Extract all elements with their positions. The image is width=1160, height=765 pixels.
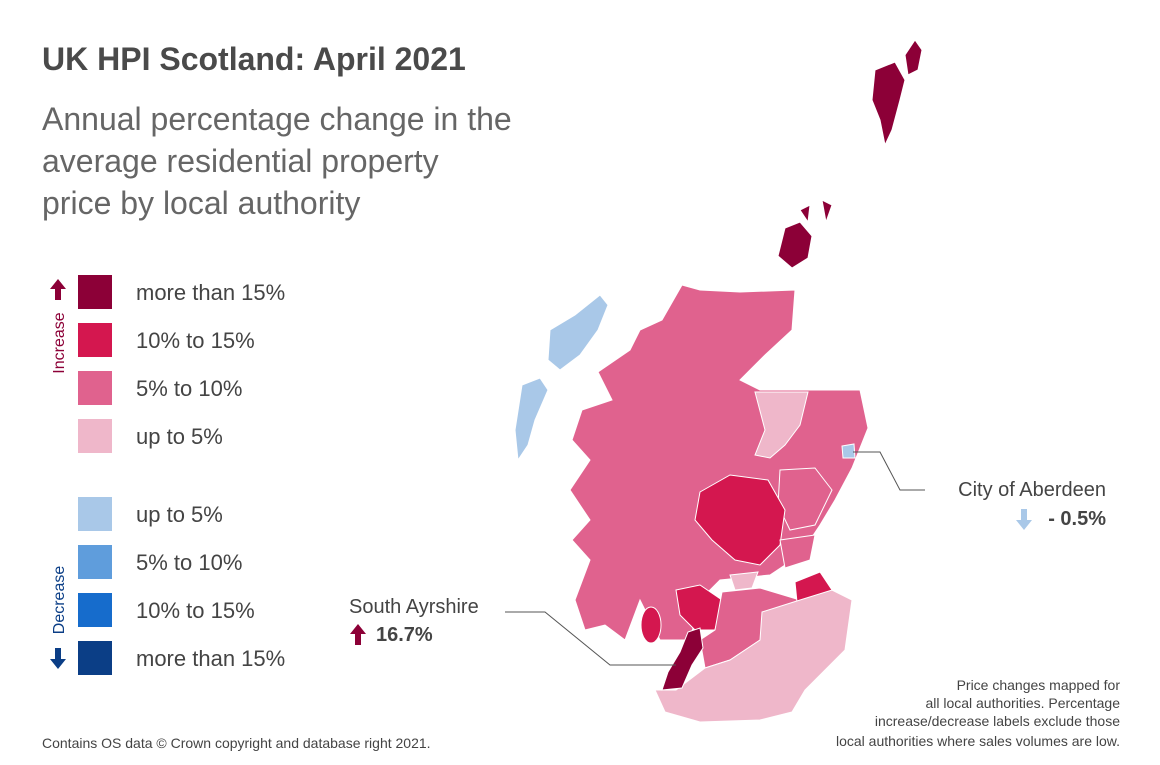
callout-change: 16.7% bbox=[376, 624, 433, 646]
region bbox=[729, 571, 759, 591]
source: Contains OS data © Crown copyright and d… bbox=[42, 735, 431, 751]
legend-label: more than 15% bbox=[136, 646, 285, 671]
callout-name: South Ayrshire bbox=[349, 596, 479, 618]
legend-label: 5% to 10% bbox=[136, 550, 242, 575]
subtitle-line: average residential property bbox=[42, 143, 439, 179]
legend-swatch bbox=[78, 593, 112, 627]
decrease-label: Decrease bbox=[51, 566, 68, 635]
title: UK HPI Scotland: April 2021 bbox=[42, 41, 466, 77]
leader-line bbox=[505, 611, 676, 666]
legend-swatch bbox=[78, 371, 112, 405]
legend-swatch bbox=[78, 641, 112, 675]
increase-label: Increase bbox=[51, 312, 68, 373]
legend: more than 15% 10% to 15% 5% to 10% up to 5%… bbox=[78, 275, 285, 675]
legend-label: 10% to 15% bbox=[136, 598, 255, 623]
legend-swatch bbox=[78, 545, 112, 579]
region bbox=[779, 534, 816, 569]
region bbox=[694, 474, 786, 566]
legend-swatch bbox=[78, 497, 112, 531]
footnote: Price changes mapped for bbox=[957, 677, 1121, 693]
region bbox=[841, 443, 856, 459]
footnote: all local authorities. Percentage bbox=[925, 695, 1120, 711]
leader-line bbox=[853, 451, 925, 491]
footnote: local authorities where sales volumes ar… bbox=[836, 733, 1120, 749]
region bbox=[871, 39, 923, 147]
legend-swatch bbox=[78, 419, 112, 453]
region bbox=[754, 391, 809, 459]
region bbox=[654, 589, 853, 723]
legend-swatch bbox=[78, 275, 112, 309]
region bbox=[799, 199, 833, 224]
callout-change: - 0.5% bbox=[1048, 508, 1106, 530]
map bbox=[514, 39, 923, 723]
up-arrow bbox=[350, 624, 366, 645]
region bbox=[514, 377, 549, 462]
subtitle-line: Annual percentage change in the bbox=[42, 101, 512, 137]
subtitle-line: price by local authority bbox=[42, 185, 360, 221]
callout-name: City of Aberdeen bbox=[958, 479, 1106, 501]
legend-label: 5% to 10% bbox=[136, 376, 242, 401]
legend-label: more than 15% bbox=[136, 280, 285, 305]
decrease-arrow bbox=[50, 648, 66, 669]
legend-label: up to 5% bbox=[136, 424, 223, 449]
increase-arrow bbox=[50, 279, 66, 300]
region bbox=[661, 627, 704, 691]
region bbox=[547, 294, 609, 371]
region bbox=[777, 221, 813, 269]
legend-label: up to 5% bbox=[136, 502, 223, 527]
region bbox=[640, 606, 662, 644]
footnote: increase/decrease labels exclude those bbox=[875, 713, 1120, 729]
legend-swatch bbox=[78, 323, 112, 357]
legend-label: 10% to 15% bbox=[136, 328, 255, 353]
down-arrow bbox=[1016, 509, 1032, 530]
